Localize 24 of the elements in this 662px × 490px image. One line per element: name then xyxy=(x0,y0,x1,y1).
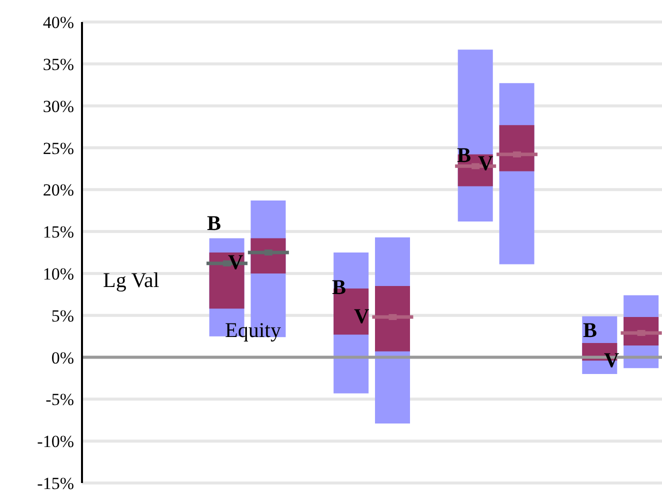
y-tick-label: 30% xyxy=(42,96,74,116)
annotation: V xyxy=(228,250,244,274)
y-tick-label: -10% xyxy=(37,432,74,452)
bar xyxy=(375,286,410,352)
annotation: B xyxy=(207,211,222,235)
y-tick-label: 10% xyxy=(42,264,74,284)
annotation: Equity xyxy=(225,318,281,342)
y-tick-label: 25% xyxy=(42,138,74,158)
y-tick-label: 0% xyxy=(51,348,74,368)
y-tick-label: 40% xyxy=(42,13,74,32)
y-tick-label: 15% xyxy=(42,222,74,242)
y-tick-label: -5% xyxy=(46,390,74,410)
y-tick-label: 5% xyxy=(51,306,74,326)
point xyxy=(264,250,272,256)
bar xyxy=(499,125,534,172)
annotation: Lg Val xyxy=(103,268,160,292)
y-tick-label: 35% xyxy=(42,54,74,74)
y-tick-label: -15% xyxy=(37,474,74,490)
y-tick-label: 20% xyxy=(42,180,74,200)
annotation: B xyxy=(583,318,598,342)
point xyxy=(513,151,521,158)
bar xyxy=(209,252,244,309)
annotation: V xyxy=(604,348,620,372)
annotation: V xyxy=(478,151,494,175)
